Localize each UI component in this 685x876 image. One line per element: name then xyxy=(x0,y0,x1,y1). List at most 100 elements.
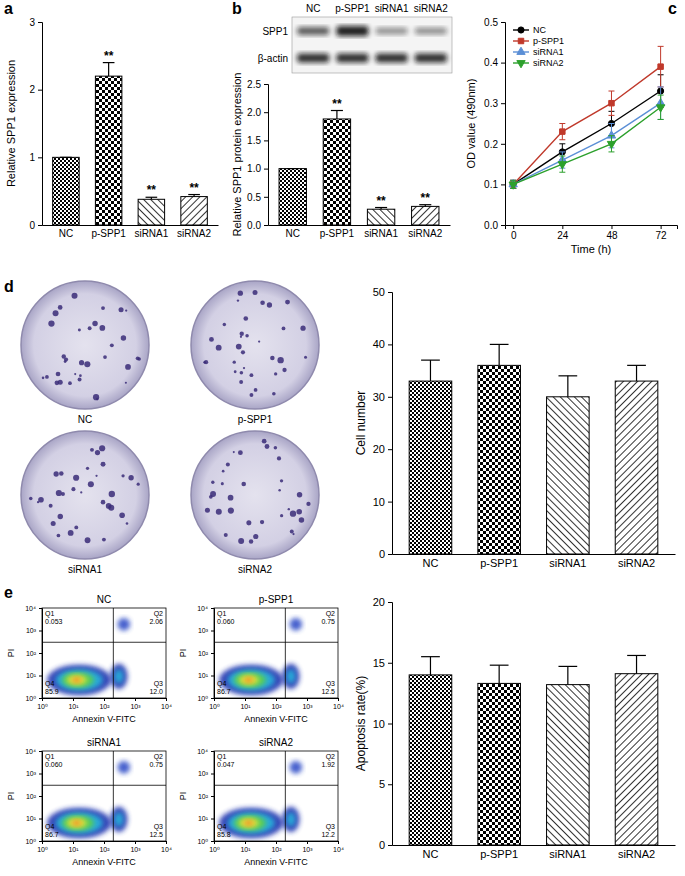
annotation: ** xyxy=(421,191,431,205)
tick-label: 0 xyxy=(29,220,35,231)
quadrant-name: Q1 xyxy=(45,610,54,618)
error-line xyxy=(108,63,109,77)
colony xyxy=(99,445,105,451)
quadrant-value: 85.8 xyxy=(217,831,231,838)
quadrant-value: 2.06 xyxy=(149,618,163,625)
tick-mark xyxy=(611,225,612,229)
colony xyxy=(282,368,286,372)
axis: 10⁰10¹10²10³10⁴ xyxy=(25,605,42,702)
tick-mark xyxy=(513,225,514,229)
plate-label: siRNA1 xyxy=(68,564,102,575)
colony xyxy=(267,302,272,307)
colony xyxy=(103,355,107,359)
bar xyxy=(478,365,521,554)
plate xyxy=(21,431,149,559)
panel-label: b xyxy=(232,0,242,17)
flow-plot: Q10.053Q22.06Q312.0Q485.910⁰10¹10²10³10⁴… xyxy=(6,594,172,724)
tick-label: 0.0 xyxy=(484,220,498,231)
legend-marker xyxy=(518,38,523,43)
tick-label: siRNA1 xyxy=(549,848,586,860)
tick: 10⁰ xyxy=(25,838,42,845)
colony xyxy=(57,534,61,538)
tick: 0.4 xyxy=(484,57,505,68)
error-bar xyxy=(419,205,431,207)
panel-label: e xyxy=(4,584,13,601)
axis-line xyxy=(269,225,451,226)
plates: NCp-SPP1siRNA1siRNA2 xyxy=(21,281,319,575)
tick-label: 10³ xyxy=(130,846,141,853)
quadrant-name: Q1 xyxy=(45,753,54,761)
annotation: ** xyxy=(376,194,386,208)
axis-title: Annexin V-FITC xyxy=(72,857,136,867)
tick: siRNA1 xyxy=(364,225,398,239)
tick-label: 0.1 xyxy=(484,179,498,190)
tick-label: 10⁴ xyxy=(197,748,208,755)
colony xyxy=(101,500,106,505)
tick-label: 10³ xyxy=(198,770,209,777)
axis-line xyxy=(215,842,339,845)
tick: 0 xyxy=(379,839,392,851)
colony xyxy=(73,475,79,481)
error-bar xyxy=(558,666,577,684)
tick: 1.0 xyxy=(247,163,268,174)
tick-mark xyxy=(135,841,136,844)
tick-mark xyxy=(39,796,42,797)
marker xyxy=(607,141,615,148)
axis: 10⁰10¹10²10³10⁴ xyxy=(37,841,172,853)
colony xyxy=(260,520,264,524)
tick-label: 0 xyxy=(379,839,385,851)
quadrant-value: 0.75 xyxy=(149,761,163,768)
tick-label: 10² xyxy=(26,793,37,800)
error-cap xyxy=(658,86,664,87)
tick-label: 3 xyxy=(29,17,35,28)
axis-line xyxy=(43,699,167,702)
colony xyxy=(306,502,310,506)
tick: p-SPP1 xyxy=(480,845,518,860)
legend-item: NC xyxy=(513,25,546,35)
tick: 50 xyxy=(373,286,392,298)
colony xyxy=(240,332,244,336)
tick-label: 1.5 xyxy=(247,135,261,146)
tick: p-SPP1 xyxy=(480,554,518,569)
quadrant-name: Q3 xyxy=(154,680,163,688)
tick: 15 xyxy=(373,657,392,669)
error-cap xyxy=(490,665,509,666)
tick-mark xyxy=(42,841,43,844)
tick-mark xyxy=(388,784,392,785)
colony xyxy=(121,474,124,477)
quadrant-name: Q1 xyxy=(217,610,226,618)
tick: 10 xyxy=(373,496,392,508)
error-bar xyxy=(331,111,343,119)
bar xyxy=(547,685,590,845)
tick-label: siRNA2 xyxy=(177,228,211,239)
colony xyxy=(249,393,253,397)
error-cap xyxy=(60,157,72,158)
density xyxy=(239,675,259,685)
axis-title: Time (h) xyxy=(571,243,612,255)
tick-mark xyxy=(501,225,505,226)
tick-label: 10⁰ xyxy=(25,838,36,845)
quadrant-value: 0.060 xyxy=(217,618,235,625)
axis-title: Annexin V-FITC xyxy=(72,714,136,724)
tick-label: 10³ xyxy=(26,627,37,634)
tick-mark xyxy=(39,698,42,699)
axis-title: PI xyxy=(178,792,188,801)
plot-frame xyxy=(42,608,166,698)
colony xyxy=(262,439,267,444)
tick-mark xyxy=(388,449,392,450)
tick: 10⁴ xyxy=(161,841,172,853)
colony xyxy=(68,530,74,536)
tick: siRNA1 xyxy=(549,554,586,569)
colony xyxy=(241,350,245,354)
bar xyxy=(323,119,350,225)
tick: 20 xyxy=(373,596,392,608)
tick-label: p-SPP1 xyxy=(91,228,126,239)
tick-label: 10¹ xyxy=(68,846,79,853)
plot-background xyxy=(42,751,166,841)
tick: 10² xyxy=(99,841,110,853)
axis-title: Relative SPP1 protein expression xyxy=(231,73,243,237)
density xyxy=(62,815,94,830)
bar xyxy=(412,206,439,225)
error-cap xyxy=(559,155,565,156)
tick-mark xyxy=(501,103,505,104)
